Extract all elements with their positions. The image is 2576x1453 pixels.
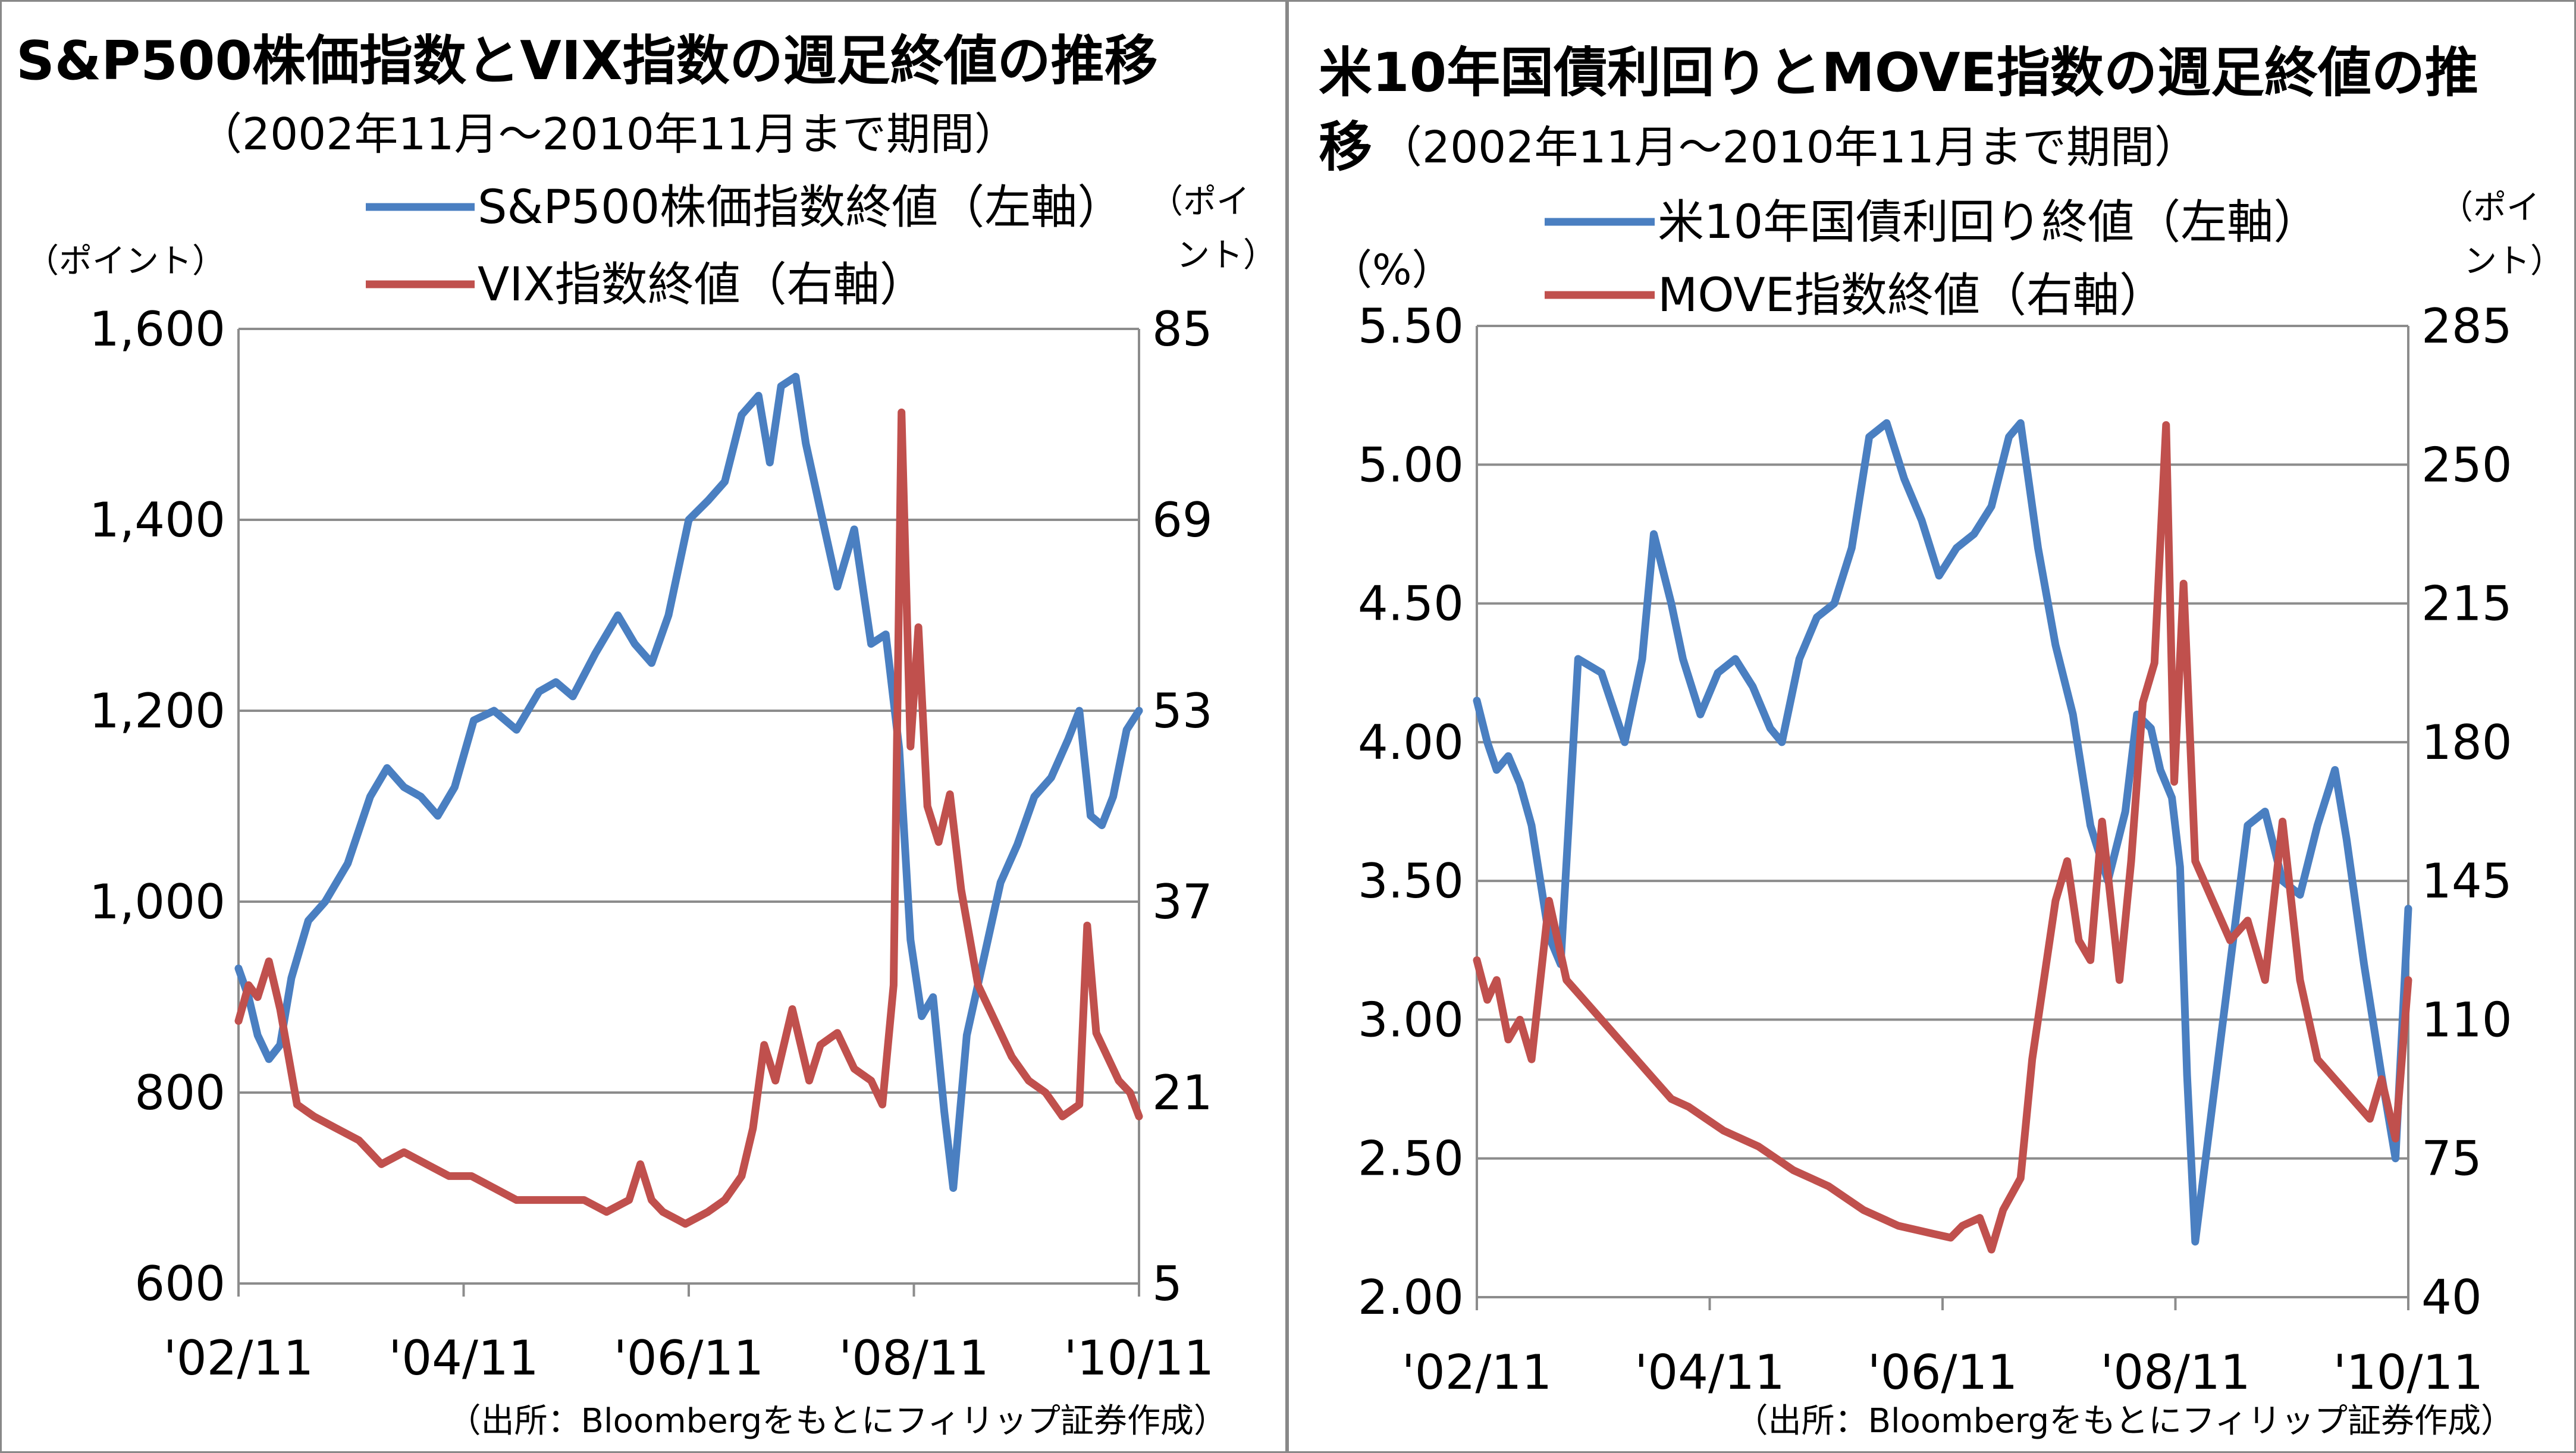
left-axis-tick-label: 4.50: [1358, 576, 1464, 632]
left-axis-tick-label: 4.00: [1358, 715, 1464, 770]
chart-title-line1: 米10年国債利回りとMOVE指数の週足終値の推: [1319, 42, 2478, 104]
x-axis-tick-label: '08/11: [2100, 1345, 2251, 1400]
right-axis-tick-label: 75: [2421, 1131, 2482, 1187]
right-axis-tick-label: 5: [1152, 1256, 1182, 1311]
right-axis-tick-label: 53: [1152, 683, 1213, 739]
right-axis-tick-label: 180: [2421, 715, 2512, 770]
series-line-right-axis: [234, 408, 1143, 1228]
x-axis-tick-label: '06/11: [614, 1330, 764, 1386]
chart-title-line2: 移: [1319, 116, 1372, 178]
chart-panel-sp500-vix: S&P500株価指数とVIX指数の週足終値の推移 （2002年11月～2010年…: [0, 0, 1287, 1453]
chart-treasury-move: 米10年国債利回りとMOVE指数の週足終値の推 移 （2002年11月～2010…: [1319, 42, 2564, 1441]
right-axis-tick-label: 250: [2421, 437, 2512, 492]
chart-subtitle: （2002年11月～2010年11月まで期間）: [198, 109, 1018, 160]
left-axis-tick-label: 3.50: [1358, 853, 1464, 909]
plot-area: 5.50 5.00 4.50 4.00 3.50 3.00 2.50 2.00 285 250 21…: [1358, 299, 2512, 1400]
right-axis-unit-line2: ント）: [1176, 236, 1276, 275]
legend-label-treasury: 米10年国債利回り終値（左軸）: [1658, 196, 2320, 249]
legend-label-vix: VIX指数終値（右軸）: [478, 258, 926, 312]
left-axis-tick-label: 1,000: [89, 874, 225, 930]
right-axis-tick-label: 285: [2421, 299, 2512, 354]
left-axis-tick-label: 1,400: [89, 492, 225, 548]
source-note: （出所：Bloombergをもとにフィリップ証券作成）: [1735, 1402, 2514, 1441]
right-axis-tick-label: 21: [1152, 1065, 1213, 1121]
series-line-left-axis: [1473, 419, 2412, 1246]
left-axis-tick-label: 2.50: [1358, 1131, 1464, 1187]
left-axis-tick-label: 1,600: [89, 302, 225, 357]
left-axis-tick-label: 1,200: [89, 683, 225, 739]
right-axis-tick-label: 145: [2421, 853, 2512, 909]
left-axis-tick-label: 3.00: [1358, 992, 1464, 1047]
right-axis-tick-label: 40: [2421, 1270, 2482, 1325]
x-axis-tick-label: '02/11: [1402, 1345, 1552, 1400]
x-axis-tick-label: '06/11: [1868, 1345, 2018, 1400]
x-axis-tick-label: '04/11: [1634, 1345, 1785, 1400]
right-axis-unit-line1: （ポイ: [1150, 183, 1250, 221]
x-axis-tick-label: '04/11: [388, 1330, 539, 1386]
series-line-right-axis: [1473, 421, 2412, 1254]
legend-label-sp500: S&P500株価指数終値（左軸）: [478, 181, 1124, 234]
right-axis-tick-label: 85: [1152, 302, 1213, 357]
right-axis-tick-label: 69: [1152, 492, 1213, 548]
legend-label-move: MOVE指数終値（右軸）: [1658, 269, 2166, 322]
x-axis-tick-label: '10/11: [2333, 1345, 2484, 1400]
left-axis-tick-label: 5.50: [1358, 299, 1464, 354]
chart-panel-treasury-move: 米10年国債利回りとMOVE指数の週足終値の推 移 （2002年11月～2010…: [1287, 0, 2576, 1453]
right-axis-unit-line1: （ポイ: [2440, 189, 2540, 227]
left-axis-tick-label: 600: [134, 1256, 225, 1311]
right-axis-tick-label: 37: [1152, 874, 1213, 930]
right-axis-unit-line2: ント）: [2464, 242, 2564, 281]
right-axis-tick-label: 215: [2421, 576, 2512, 632]
right-axis-tick-label: 110: [2421, 992, 2512, 1047]
left-axis-unit: （ポイント）: [26, 242, 225, 281]
left-axis-unit: （%）: [1331, 246, 1454, 294]
chart-title: S&P500株価指数とVIX指数の週足終値の推移: [16, 30, 1158, 92]
left-axis-tick-label: 5.00: [1358, 437, 1464, 492]
left-axis-tick-label: 2.00: [1358, 1270, 1464, 1325]
chart-subtitle: （2002年11月～2010年11月まで期間）: [1378, 122, 2198, 173]
chart-sp500-vix: S&P500株価指数とVIX指数の週足終値の推移 （2002年11月～2010年…: [16, 30, 1276, 1441]
x-axis-tick-label: '10/11: [1064, 1330, 1215, 1386]
source-note: （出所：Bloombergをもとにフィリップ証券作成）: [448, 1402, 1227, 1441]
x-axis-tick-label: '02/11: [164, 1330, 314, 1386]
plot-area: 1,600 1,400 1,200 1,000 800 600 85 69 53 37 21 5 '02…: [89, 302, 1214, 1386]
left-axis-tick-label: 800: [134, 1065, 225, 1121]
series-line-left-axis: [234, 372, 1143, 1192]
x-axis-tick-label: '08/11: [839, 1330, 989, 1386]
